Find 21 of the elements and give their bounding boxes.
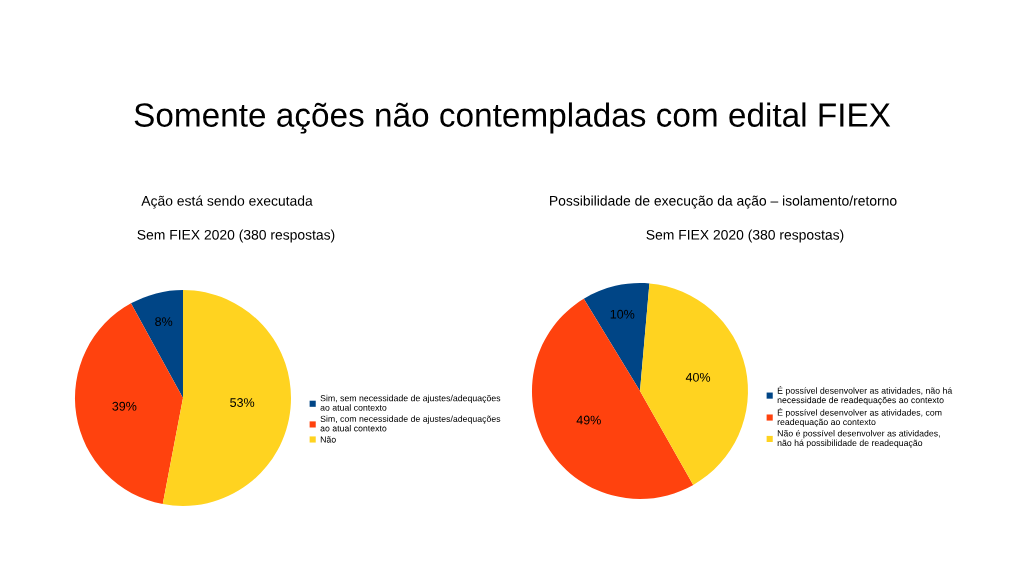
data-label: 49% <box>576 415 601 425</box>
legend-label: É possível desenvolver as atividades, com readequação ao contexto <box>777 408 942 427</box>
text: Somente ações não contempladas com edital FIEX <box>134 102 891 134</box>
chart-title: Possibilidade de execução da ação – isolamento/retorno <box>550 195 897 209</box>
legend-label: É possível desenvolver as atividades, não há necessidade de readequações ao contexto <box>777 386 953 405</box>
data-label: 8% <box>155 317 173 327</box>
data-label: 10% <box>610 309 635 319</box>
chart-subtitle: Sem FIEX 2020 (380 respostas) <box>646 229 844 243</box>
legend-label: Sim, sem necessidade de ajustes/adequações ao atual contexto <box>320 394 501 411</box>
legend-label: Não é possível desenvolver as atividades, não há possibilidade de readequação <box>777 429 940 448</box>
pie-slice <box>640 283 748 485</box>
pie-slice <box>583 283 650 391</box>
legend-label: Sim, com necessidade de ajustes/adequações ao atual contexto <box>320 415 501 432</box>
pie-slice <box>75 303 183 505</box>
chart-subtitle: Sem FIEX 2020 (380 respostas) <box>137 229 335 243</box>
chart-title: Ação está sendo executada <box>141 195 313 209</box>
data-label: 53% <box>230 398 255 407</box>
data-label: 39% <box>112 401 137 411</box>
legend-label: Não <box>320 436 336 443</box>
pie-slice <box>130 290 183 398</box>
data-label: 40% <box>685 372 711 382</box>
